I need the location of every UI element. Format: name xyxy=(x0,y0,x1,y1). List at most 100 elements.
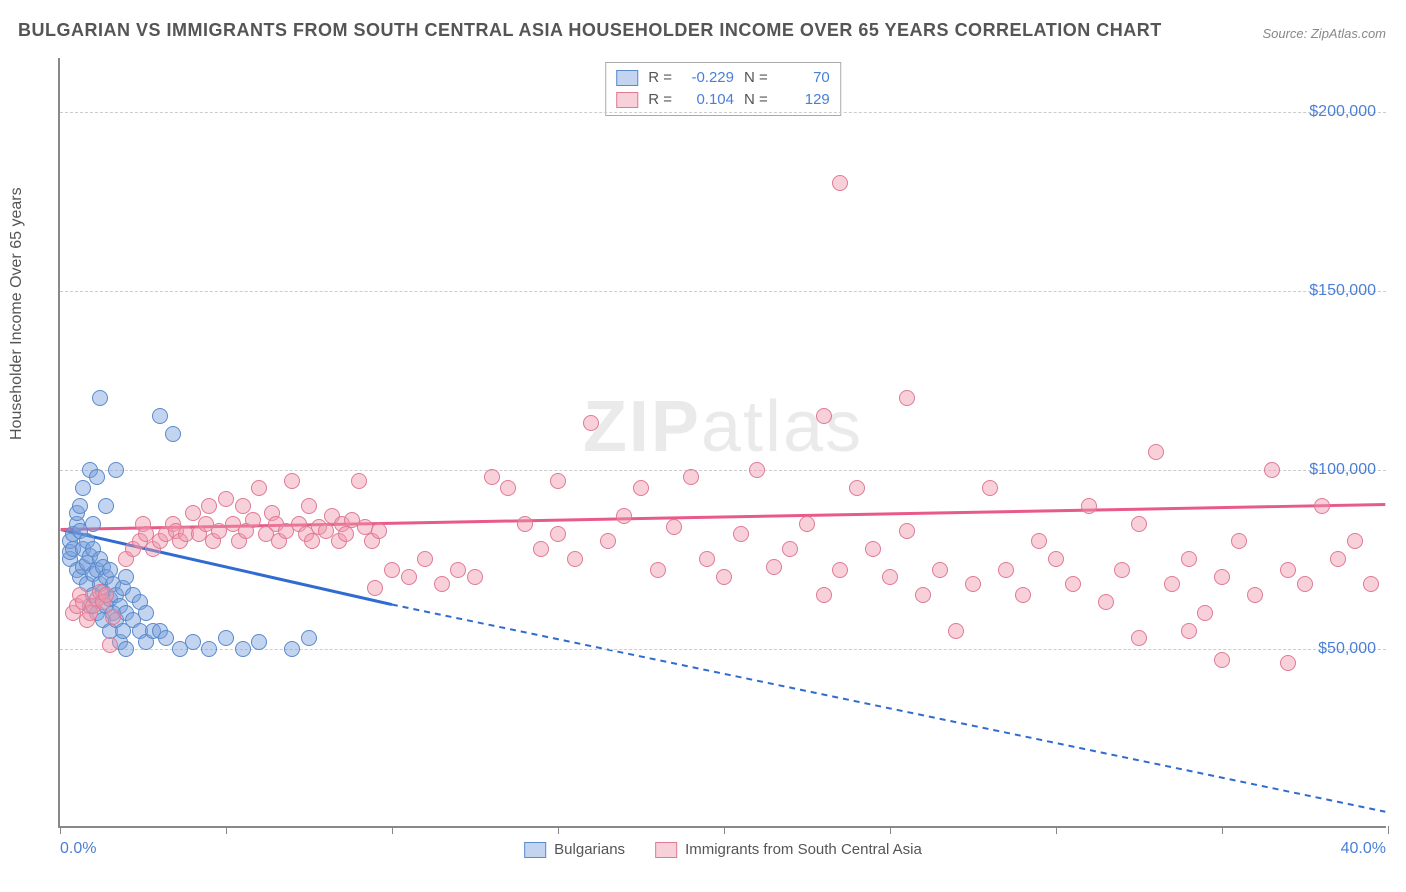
ytick-label: $100,000 xyxy=(1309,461,1376,479)
data-point xyxy=(1015,587,1031,603)
gridline xyxy=(60,291,1386,292)
plot-area: ZIPatlas R = -0.229 N = 70 R = 0.104 N =… xyxy=(58,58,1386,828)
data-point xyxy=(865,541,881,557)
data-point xyxy=(118,569,134,585)
data-point xyxy=(583,415,599,431)
data-point xyxy=(89,469,105,485)
data-point xyxy=(1164,576,1180,592)
data-point xyxy=(882,569,898,585)
data-point xyxy=(1148,444,1164,460)
data-point xyxy=(1031,533,1047,549)
data-point xyxy=(1314,498,1330,514)
data-point xyxy=(351,473,367,489)
legend-item-series-2: Immigrants from South Central Asia xyxy=(655,841,922,858)
data-point xyxy=(108,462,124,478)
data-point xyxy=(450,562,466,578)
data-point xyxy=(138,605,154,621)
data-point xyxy=(1181,551,1197,567)
ytick-label: $150,000 xyxy=(1309,282,1376,300)
xtick xyxy=(60,826,61,834)
data-point xyxy=(965,576,981,592)
data-point xyxy=(517,516,533,532)
gridline xyxy=(60,112,1386,113)
data-point xyxy=(1247,587,1263,603)
data-point xyxy=(434,576,450,592)
data-point xyxy=(1114,562,1130,578)
data-point xyxy=(484,469,500,485)
chart-title: BULGARIAN VS IMMIGRANTS FROM SOUTH CENTR… xyxy=(18,20,1162,41)
swatch-series-2 xyxy=(616,92,638,108)
data-point xyxy=(105,609,121,625)
r-label-1: R = xyxy=(648,67,672,89)
watermark-thin: atlas xyxy=(701,387,863,467)
data-point xyxy=(251,480,267,496)
source-attribution: Source: ZipAtlas.com xyxy=(1262,26,1386,41)
data-point xyxy=(666,519,682,535)
data-point xyxy=(98,498,114,514)
data-point xyxy=(1081,498,1097,514)
data-point xyxy=(284,473,300,489)
data-point xyxy=(899,523,915,539)
xtick xyxy=(558,826,559,834)
data-point xyxy=(384,562,400,578)
data-point xyxy=(749,462,765,478)
data-point xyxy=(832,175,848,191)
data-point xyxy=(899,390,915,406)
data-point xyxy=(304,533,320,549)
data-point xyxy=(1181,623,1197,639)
data-point xyxy=(1214,569,1230,585)
data-point xyxy=(650,562,666,578)
data-point xyxy=(301,498,317,514)
data-point xyxy=(185,634,201,650)
data-point xyxy=(1280,562,1296,578)
data-point xyxy=(616,508,632,524)
data-point xyxy=(367,580,383,596)
n-label-1: N = xyxy=(744,67,768,89)
data-point xyxy=(633,480,649,496)
data-point xyxy=(85,516,101,532)
xtick xyxy=(724,826,725,834)
data-point xyxy=(1197,605,1213,621)
trend-lines-svg xyxy=(60,58,1386,826)
chart-container: BULGARIAN VS IMMIGRANTS FROM SOUTH CENTR… xyxy=(0,0,1406,892)
r-label-2: R = xyxy=(648,89,672,111)
xtick xyxy=(1056,826,1057,834)
data-point xyxy=(1214,652,1230,668)
data-point xyxy=(118,641,134,657)
data-point xyxy=(201,498,217,514)
data-point xyxy=(1347,533,1363,549)
data-point xyxy=(235,498,251,514)
x-axis-max-label: 40.0% xyxy=(1341,840,1386,858)
legend-swatch-1 xyxy=(524,842,546,858)
ytick-label: $50,000 xyxy=(1318,640,1376,658)
stats-row-series-1: R = -0.229 N = 70 xyxy=(616,67,830,89)
data-point xyxy=(550,526,566,542)
xtick xyxy=(890,826,891,834)
data-point xyxy=(1280,655,1296,671)
data-point xyxy=(102,562,118,578)
data-point xyxy=(948,623,964,639)
data-point xyxy=(832,562,848,578)
swatch-series-1 xyxy=(616,70,638,86)
data-point xyxy=(1065,576,1081,592)
legend-item-series-1: Bulgarians xyxy=(524,841,625,858)
data-point xyxy=(102,637,118,653)
data-point xyxy=(816,587,832,603)
xtick xyxy=(226,826,227,834)
watermark-bold: ZIP xyxy=(583,387,701,467)
data-point xyxy=(152,408,168,424)
bottom-legend: Bulgarians Immigrants from South Central… xyxy=(524,841,922,858)
data-point xyxy=(218,491,234,507)
data-point xyxy=(251,634,267,650)
data-point xyxy=(567,551,583,567)
n-value-2: 129 xyxy=(778,89,830,111)
data-point xyxy=(235,641,251,657)
data-point xyxy=(98,587,114,603)
stats-legend-box: R = -0.229 N = 70 R = 0.104 N = 129 xyxy=(605,62,841,116)
data-point xyxy=(683,469,699,485)
data-point xyxy=(1330,551,1346,567)
data-point xyxy=(371,523,387,539)
data-point xyxy=(218,630,234,646)
data-point xyxy=(500,480,516,496)
data-point xyxy=(1297,576,1313,592)
